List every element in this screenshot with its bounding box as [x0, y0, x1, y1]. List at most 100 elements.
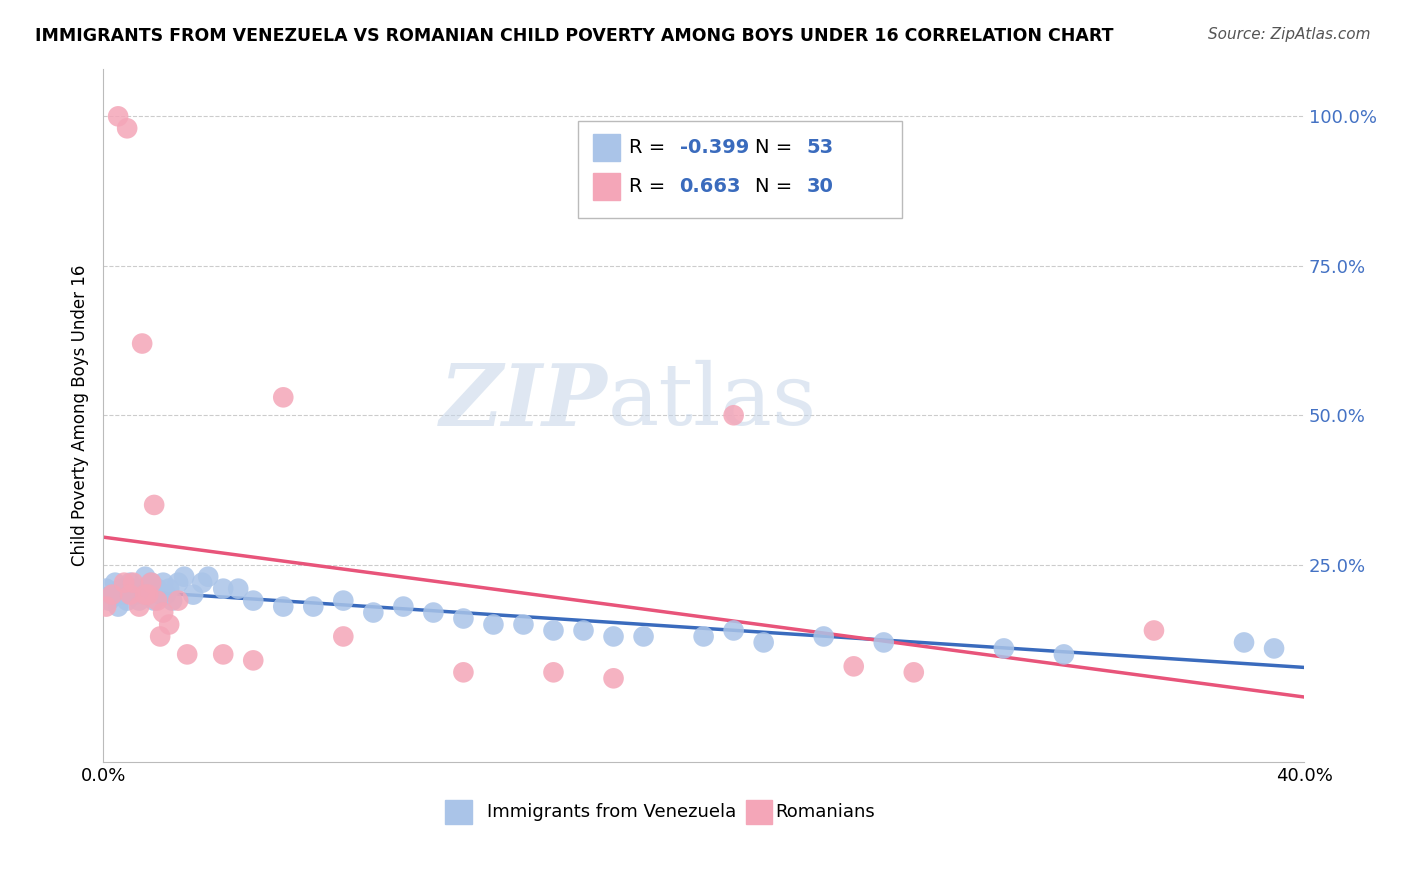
- Text: N =: N =: [755, 138, 799, 157]
- Point: [197, 570, 219, 584]
- Point: [120, 588, 142, 602]
- Point: [136, 588, 159, 602]
- Text: atlas: atlas: [607, 359, 817, 443]
- Point: [332, 630, 354, 644]
- Point: [302, 599, 325, 614]
- Point: [122, 582, 145, 596]
- Text: Immigrants from Venezuela: Immigrants from Venezuela: [488, 803, 737, 821]
- Point: [146, 593, 169, 607]
- Point: [1233, 635, 1256, 649]
- Point: [122, 575, 145, 590]
- Point: [363, 606, 385, 620]
- Point: [141, 575, 163, 590]
- Point: [94, 582, 117, 596]
- Point: [136, 588, 159, 602]
- Point: [543, 624, 565, 638]
- Point: [752, 635, 775, 649]
- Text: N =: N =: [755, 177, 799, 196]
- Point: [543, 665, 565, 680]
- Point: [723, 409, 745, 423]
- Point: [842, 659, 865, 673]
- Point: [167, 593, 190, 607]
- Point: [1263, 641, 1285, 656]
- Point: [149, 588, 172, 602]
- Point: [813, 630, 835, 644]
- Point: [512, 617, 534, 632]
- Point: [120, 575, 142, 590]
- Point: [110, 582, 132, 596]
- Bar: [593, 135, 620, 161]
- Point: [143, 593, 166, 607]
- Point: [134, 588, 156, 602]
- Point: [115, 593, 138, 607]
- Point: [157, 582, 180, 596]
- Text: Source: ZipAtlas.com: Source: ZipAtlas.com: [1208, 27, 1371, 42]
- Point: [903, 665, 925, 680]
- Bar: [745, 800, 772, 824]
- Point: [873, 635, 896, 649]
- Point: [112, 588, 135, 602]
- Point: [176, 648, 198, 662]
- Bar: [446, 800, 472, 824]
- Point: [141, 575, 163, 590]
- Point: [392, 599, 415, 614]
- Point: [191, 575, 214, 590]
- Text: -0.399: -0.399: [679, 138, 749, 157]
- Point: [101, 588, 124, 602]
- Text: 53: 53: [807, 138, 834, 157]
- Point: [633, 630, 655, 644]
- Point: [152, 606, 174, 620]
- Text: 30: 30: [807, 177, 834, 196]
- Point: [1053, 648, 1076, 662]
- Bar: [593, 173, 620, 200]
- Point: [212, 582, 235, 596]
- Point: [98, 593, 121, 607]
- Point: [1143, 624, 1166, 638]
- Point: [128, 599, 150, 614]
- Point: [143, 498, 166, 512]
- Text: 0.663: 0.663: [679, 177, 741, 196]
- Point: [242, 593, 264, 607]
- Point: [453, 611, 475, 625]
- Point: [94, 599, 117, 614]
- Point: [134, 570, 156, 584]
- Point: [242, 653, 264, 667]
- Point: [107, 599, 129, 614]
- Point: [155, 588, 177, 602]
- Point: [101, 588, 124, 602]
- Point: [131, 336, 153, 351]
- Point: [146, 582, 169, 596]
- Point: [115, 121, 138, 136]
- Text: IMMIGRANTS FROM VENEZUELA VS ROMANIAN CHILD POVERTY AMONG BOYS UNDER 16 CORRELAT: IMMIGRANTS FROM VENEZUELA VS ROMANIAN CH…: [35, 27, 1114, 45]
- Point: [157, 617, 180, 632]
- Point: [482, 617, 505, 632]
- Point: [160, 593, 183, 607]
- Point: [104, 575, 127, 590]
- Point: [993, 641, 1015, 656]
- Point: [692, 630, 714, 644]
- Text: R =: R =: [628, 177, 672, 196]
- Point: [131, 582, 153, 596]
- Point: [125, 588, 148, 602]
- Point: [149, 630, 172, 644]
- Point: [226, 582, 249, 596]
- Text: ZIP: ZIP: [440, 359, 607, 443]
- Point: [212, 648, 235, 662]
- Text: R =: R =: [628, 138, 672, 157]
- Point: [173, 570, 195, 584]
- Point: [572, 624, 595, 638]
- Y-axis label: Child Poverty Among Boys Under 16: Child Poverty Among Boys Under 16: [72, 265, 89, 566]
- Point: [453, 665, 475, 680]
- Point: [112, 575, 135, 590]
- Point: [602, 630, 624, 644]
- Point: [181, 588, 204, 602]
- Point: [167, 575, 190, 590]
- Point: [723, 624, 745, 638]
- Point: [152, 575, 174, 590]
- Point: [271, 390, 294, 404]
- Point: [602, 671, 624, 685]
- Point: [128, 593, 150, 607]
- Point: [107, 109, 129, 123]
- FancyBboxPatch shape: [578, 120, 901, 218]
- Point: [271, 599, 294, 614]
